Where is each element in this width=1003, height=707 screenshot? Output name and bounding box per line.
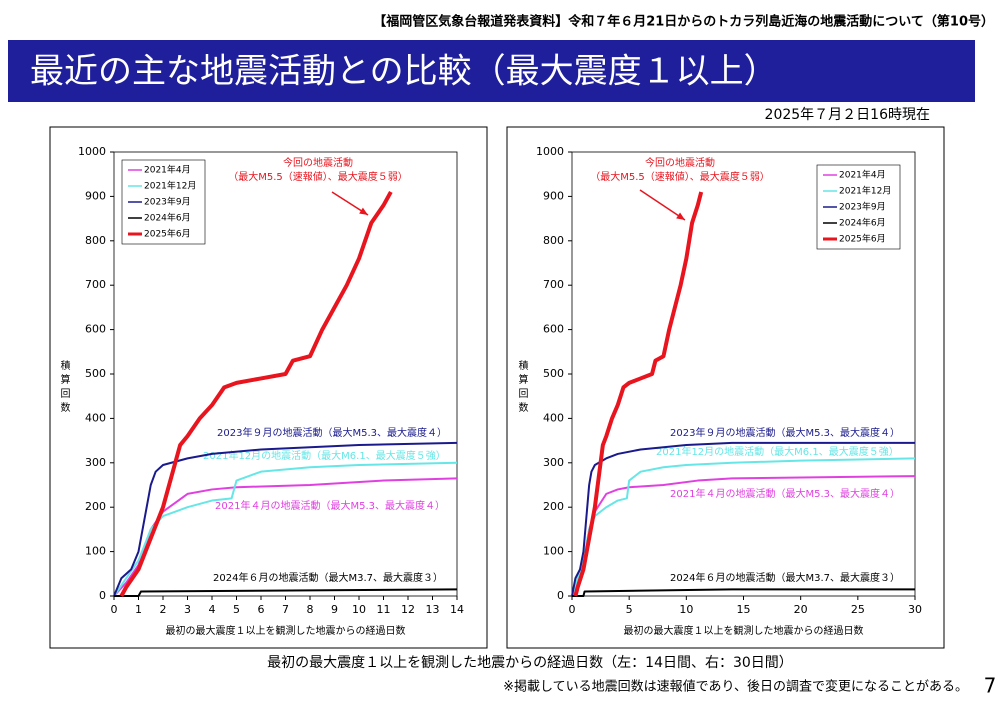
annotation: 2021年４月の地震活動（最大M5.3、最大震度４） <box>215 499 445 512</box>
legend-label: 2021年12月 <box>144 180 196 192</box>
legend-box <box>121 159 206 245</box>
y-tick-label: 600 <box>543 323 564 336</box>
annotation: （最大M5.5（速報値）、最大震度５弱） <box>590 170 770 183</box>
annotation: （最大M5.5（速報値）、最大震度５弱） <box>228 170 408 183</box>
series-line <box>114 588 458 597</box>
x-tick-label: 0 <box>111 603 118 616</box>
legend-box <box>816 164 901 250</box>
legend-label: 2021年4月 <box>144 164 191 176</box>
header: 【福岡管区気象台報道発表資料】令和７年６月21日からのトカラ列島近海の地震活動に… <box>373 14 994 30</box>
y-tick-label: 800 <box>85 234 106 247</box>
y-tick-label: 900 <box>543 189 564 202</box>
legend-label: 2023年9月 <box>144 196 191 208</box>
y-tick-label: 400 <box>543 411 564 424</box>
arrow-head <box>676 212 685 220</box>
x-tick-label: 5 <box>626 603 633 616</box>
legend-label: 2024年6月 <box>144 212 191 224</box>
legend-label: 2021年12月 <box>839 185 891 197</box>
series-line <box>571 441 915 597</box>
legend-label: 2024年6月 <box>839 217 886 229</box>
date: 2025年７月２日16時現在 <box>765 107 930 123</box>
legend-label: 2023年9月 <box>839 201 886 213</box>
x-tick-label: 8 <box>307 603 314 616</box>
chart-frame <box>506 126 945 649</box>
x-tick-label: 9 <box>331 603 338 616</box>
annotation: 2024年６月の地震活動（最大M3.7、最大震度３） <box>213 571 443 584</box>
x-tick-label: 10 <box>679 603 693 616</box>
y-tick-label: 800 <box>543 234 564 247</box>
legend-label: 2025年6月 <box>839 233 886 245</box>
annotation: 2021年12月の地震活動（最大M6.1、最大震度５強） <box>656 445 899 458</box>
series-line <box>113 477 458 597</box>
x-tick-label: 13 <box>426 603 440 616</box>
series-line <box>572 588 915 597</box>
x-tick-label: 30 <box>908 603 922 616</box>
y-tick-label: 100 <box>85 545 106 558</box>
annotation: 2024年６月の地震活動（最大M3.7、最大震度３） <box>670 571 900 584</box>
x-tick-label: 12 <box>401 603 415 616</box>
y-tick-label: 700 <box>85 278 106 291</box>
series-line <box>113 461 458 597</box>
y-tick-label: 900 <box>85 189 106 202</box>
y-tick-label: 0 <box>99 589 106 602</box>
y-tick-label: 300 <box>85 456 106 469</box>
x-axis-label: 最初の最大震度１以上を観測した地震からの経過日数 <box>166 624 406 637</box>
series-line <box>573 191 704 597</box>
caption: 最初の最大震度１以上を観測した地震からの経過日数（左：14日間、右：30日間） <box>267 654 793 671</box>
annotation: 今回の地震活動 <box>645 156 715 169</box>
y-tick-label: 500 <box>543 367 564 380</box>
series-line <box>119 190 393 597</box>
annotation-arrow <box>639 189 686 221</box>
y-tick-label: 0 <box>557 589 564 602</box>
x-tick-label: 1 <box>135 603 142 616</box>
x-tick-label: 0 <box>569 603 576 616</box>
x-tick-label: 14 <box>450 603 464 616</box>
x-tick-label: 3 <box>184 603 191 616</box>
annotation: 2021年４月の地震活動（最大M5.3、最大震度４） <box>670 487 900 500</box>
series-line <box>113 441 458 597</box>
legend-label: 2021年4月 <box>839 169 886 181</box>
x-tick-label: 11 <box>377 603 391 616</box>
title-bar <box>8 40 975 102</box>
y-tick-label: 200 <box>543 500 564 513</box>
x-tick-label: 6 <box>258 603 265 616</box>
title: 最近の主な地震活動との比較（最大震度１以上） <box>30 52 778 92</box>
y-axis-label: 積算回数 <box>516 359 528 416</box>
x-tick-label: 7 <box>282 603 289 616</box>
x-axis-label: 最初の最大震度１以上を観測した地震からの経過日数 <box>624 624 864 637</box>
y-tick-label: 200 <box>85 500 106 513</box>
page-number: 7 <box>984 674 997 698</box>
footnote: ※掲載している地震回数は速報値であり、後日の調査で変更になることがある。 <box>503 679 968 695</box>
x-tick-label: 2 <box>160 603 167 616</box>
x-tick-label: 15 <box>737 603 751 616</box>
x-tick-label: 25 <box>851 603 865 616</box>
arrow-head <box>359 207 368 215</box>
x-tick-label: 20 <box>794 603 808 616</box>
y-tick-label: 100 <box>543 545 564 558</box>
y-tick-label: 400 <box>85 411 106 424</box>
x-tick-label: 10 <box>352 603 366 616</box>
x-tick-label: 4 <box>209 603 216 616</box>
y-tick-label: 300 <box>543 456 564 469</box>
y-tick-label: 500 <box>85 367 106 380</box>
annotation: 2023年９月の地震活動（最大M5.3、最大震度４） <box>217 426 447 439</box>
y-tick-label: 700 <box>543 278 564 291</box>
y-tick-label: 1000 <box>536 145 564 158</box>
annotation: 今回の地震活動 <box>283 156 353 169</box>
y-tick-label: 600 <box>85 323 106 336</box>
annotation: 2021年12月の地震活動（最大M6.1、最大震度５強） <box>203 449 446 462</box>
annotation: 2023年９月の地震活動（最大M5.3、最大震度４） <box>670 426 900 439</box>
chart-frame <box>49 126 488 649</box>
y-axis-label: 積算回数 <box>58 359 70 416</box>
legend-label: 2025年6月 <box>144 228 191 240</box>
y-tick-label: 1000 <box>78 145 106 158</box>
x-tick-label: 5 <box>233 603 240 616</box>
